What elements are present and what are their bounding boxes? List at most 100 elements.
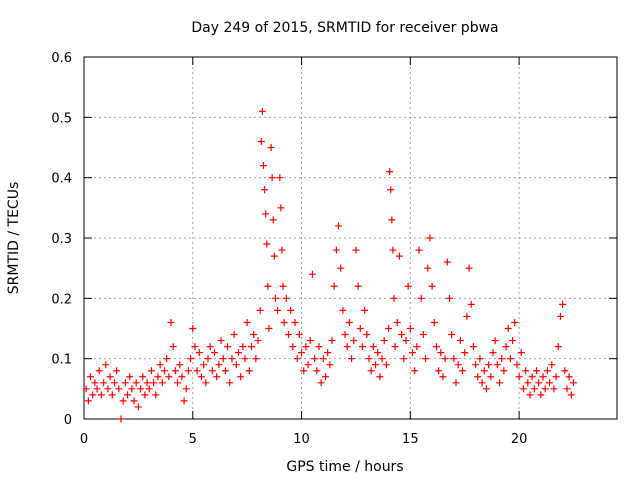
data-point [234, 349, 242, 357]
data-point [134, 403, 142, 411]
x-tick-label: 5 [189, 432, 197, 447]
data-point [485, 361, 493, 369]
data-point [97, 391, 105, 399]
data-point [443, 258, 451, 266]
data-point [459, 367, 467, 375]
data-point [345, 318, 353, 326]
data-point [428, 282, 436, 290]
data-point [257, 137, 265, 145]
data-point [506, 355, 514, 363]
data-point [200, 361, 208, 369]
data-point [382, 361, 390, 369]
data-point [287, 306, 295, 314]
data-point [369, 343, 377, 351]
data-point [221, 367, 229, 375]
y-axis-label: SRMTID / TECUs [6, 182, 22, 295]
data-point [498, 355, 506, 363]
data-point [213, 373, 221, 381]
data-point [493, 361, 501, 369]
data-point [298, 349, 306, 357]
data-point [361, 306, 369, 314]
data-point [163, 355, 171, 363]
data-point [445, 294, 453, 302]
data-point [282, 294, 290, 302]
data-point [474, 373, 482, 381]
data-point [398, 331, 406, 339]
data-point [496, 379, 504, 387]
data-point [356, 325, 364, 332]
axis-ticks: 0 0.1 0.2 0.3 0.4 0.5 0.6 0 5 10 15 20 [51, 51, 617, 447]
data-point [267, 144, 275, 151]
data-point [321, 373, 329, 381]
data-point [89, 391, 97, 399]
data-point [230, 331, 238, 339]
data-point [337, 264, 345, 272]
data-point [550, 385, 558, 393]
data-point [128, 385, 136, 393]
data-point [365, 355, 373, 363]
data-point [277, 204, 285, 212]
data-point [432, 343, 440, 351]
data-point [197, 373, 205, 381]
data-point [137, 385, 145, 393]
data-point [158, 379, 166, 387]
data-point [278, 246, 286, 254]
data-point [435, 367, 443, 375]
data-point [143, 379, 151, 387]
y-tick-label: 0 [64, 413, 72, 428]
data-point [332, 246, 340, 254]
data-point [191, 343, 199, 351]
data-point [258, 107, 266, 115]
data-point [335, 222, 343, 230]
data-point [388, 216, 396, 224]
data-point [517, 349, 525, 357]
data-point [193, 367, 201, 375]
data-point [124, 391, 132, 399]
data-point [95, 367, 103, 375]
data-point [264, 282, 272, 290]
data-point [91, 379, 99, 387]
data-point [456, 337, 464, 345]
data-point [567, 391, 575, 399]
data-point [341, 331, 349, 339]
x-tick-label: 15 [402, 432, 419, 447]
data-point [417, 294, 425, 302]
data-point [554, 343, 562, 351]
data-point [524, 379, 532, 387]
data-point [215, 361, 223, 369]
data-point [437, 349, 445, 357]
data-point [152, 391, 160, 399]
data-point [130, 397, 138, 405]
data-point [254, 337, 262, 345]
data-point [390, 294, 398, 302]
data-point [178, 373, 186, 381]
data-point [204, 355, 212, 363]
data-point [195, 349, 203, 357]
data-point [295, 331, 303, 339]
data-point [343, 343, 351, 351]
data-point [119, 397, 127, 405]
y-tick-label: 0.2 [51, 292, 72, 307]
data-point [180, 397, 188, 405]
data-point [400, 355, 408, 363]
data-point [139, 373, 147, 381]
data-point [552, 373, 560, 381]
data-point [169, 343, 177, 351]
data-point [478, 379, 486, 387]
data-point [154, 373, 162, 381]
data-point [528, 373, 536, 381]
data-point [132, 379, 140, 387]
data-point [239, 343, 247, 351]
data-point [386, 168, 394, 176]
data-point [380, 337, 388, 345]
data-point [311, 355, 319, 363]
y-tick-label: 0.5 [51, 111, 72, 126]
data-point [276, 174, 284, 182]
data-point [289, 343, 297, 351]
data-point [409, 349, 417, 357]
data-point [358, 343, 366, 351]
data-point [526, 391, 534, 399]
data-point [291, 318, 299, 326]
data-point [424, 264, 432, 272]
data-point [454, 361, 462, 369]
